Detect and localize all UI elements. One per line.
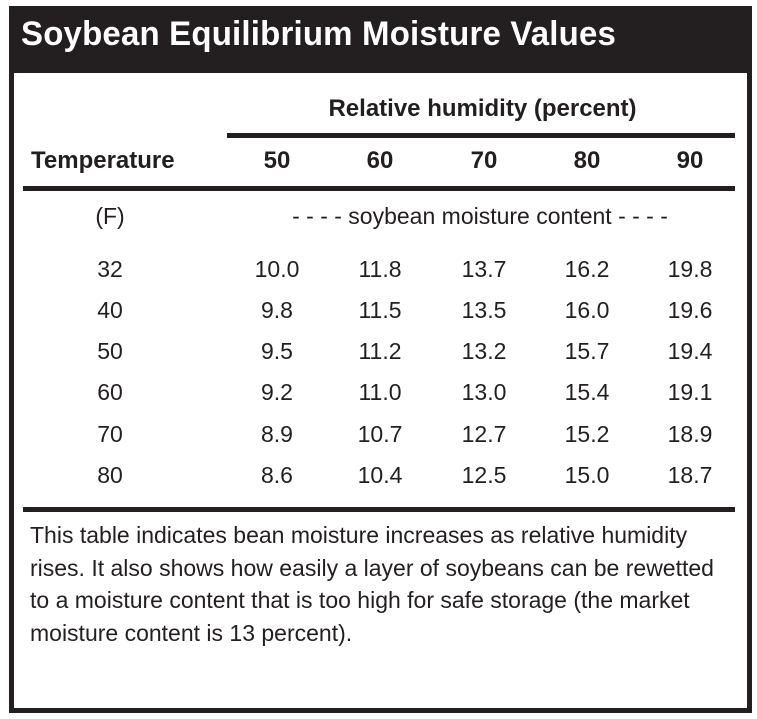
row-temperature: 60 [97,379,123,405]
row-temperature: 70 [97,421,123,447]
table-cell: 9.8 [261,297,293,323]
row-temperature: 80 [97,462,123,488]
table-cell: 10.4 [357,462,403,488]
relative-humidity-header: Relative humidity (percent) [328,95,637,122]
footer-rule [23,507,735,512]
table-cell: 16.2 [564,256,610,282]
table-cell: 13.7 [461,256,507,282]
table-cell: 9.2 [261,379,293,405]
table-cell: 11.0 [358,379,402,405]
column-header-80: 80 [573,147,601,174]
table-cell: 19.1 [667,379,713,405]
table-cell: 8.6 [261,462,293,488]
table-cell: 10.7 [357,421,403,447]
table-cell: 12.5 [461,462,507,488]
table-cell: 19.4 [667,338,713,364]
row-temperature: 32 [97,256,123,282]
table-row: 60 9.2 11.0 13.0 15.4 19.1 [0,379,757,415]
column-header-70: 70 [470,147,498,174]
table-cell: 8.9 [261,421,293,447]
table-cell: 10.0 [254,256,300,282]
table-row: 50 9.5 11.2 13.2 15.7 19.4 [0,338,757,374]
table-cell: 11.8 [358,256,402,282]
table-row: 40 9.8 11.5 13.5 16.0 19.6 [0,297,757,333]
table-row: 32 10.0 11.8 13.7 16.2 19.8 [0,256,757,292]
table-cell: 18.7 [667,462,713,488]
table-cell: 15.4 [564,379,610,405]
table-row: 70 8.9 10.7 12.7 15.2 18.9 [0,421,757,457]
page-title: Soybean Equilibrium Moisture Values [21,15,617,53]
table-frame [9,6,752,713]
row-temperature: 40 [97,297,123,323]
table-cell: 15.7 [564,338,610,364]
table-cell: 13.5 [461,297,507,323]
table-cell: 9.5 [261,338,293,364]
row-temperature: 50 [97,338,123,364]
table-cell: 15.2 [564,421,610,447]
table-cell: 13.2 [461,338,507,364]
moisture-content-units: - - - - soybean moisture content - - - - [292,203,668,229]
group-header-rule [227,133,735,138]
table-cell: 19.6 [667,297,713,323]
header-rule [23,186,735,191]
table-cell: 11.5 [358,297,402,323]
column-header-90: 90 [676,147,704,174]
table-cell: 15.0 [564,462,610,488]
table-cell: 12.7 [461,421,507,447]
column-header-50: 50 [263,147,291,174]
temperature-header: Temperature [31,147,175,174]
table-cell: 19.8 [667,256,713,282]
table-cell: 13.0 [461,379,507,405]
table-cell: 11.2 [358,338,402,364]
column-header-60: 60 [366,147,394,174]
title-bar [9,6,752,73]
table-row: 80 8.6 10.4 12.5 15.0 18.7 [0,462,757,498]
table-note: This table indicates bean moisture incre… [30,522,714,646]
table-cell: 18.9 [667,421,713,447]
table-cell: 16.0 [564,297,610,323]
temperature-units: (F) [95,203,125,229]
